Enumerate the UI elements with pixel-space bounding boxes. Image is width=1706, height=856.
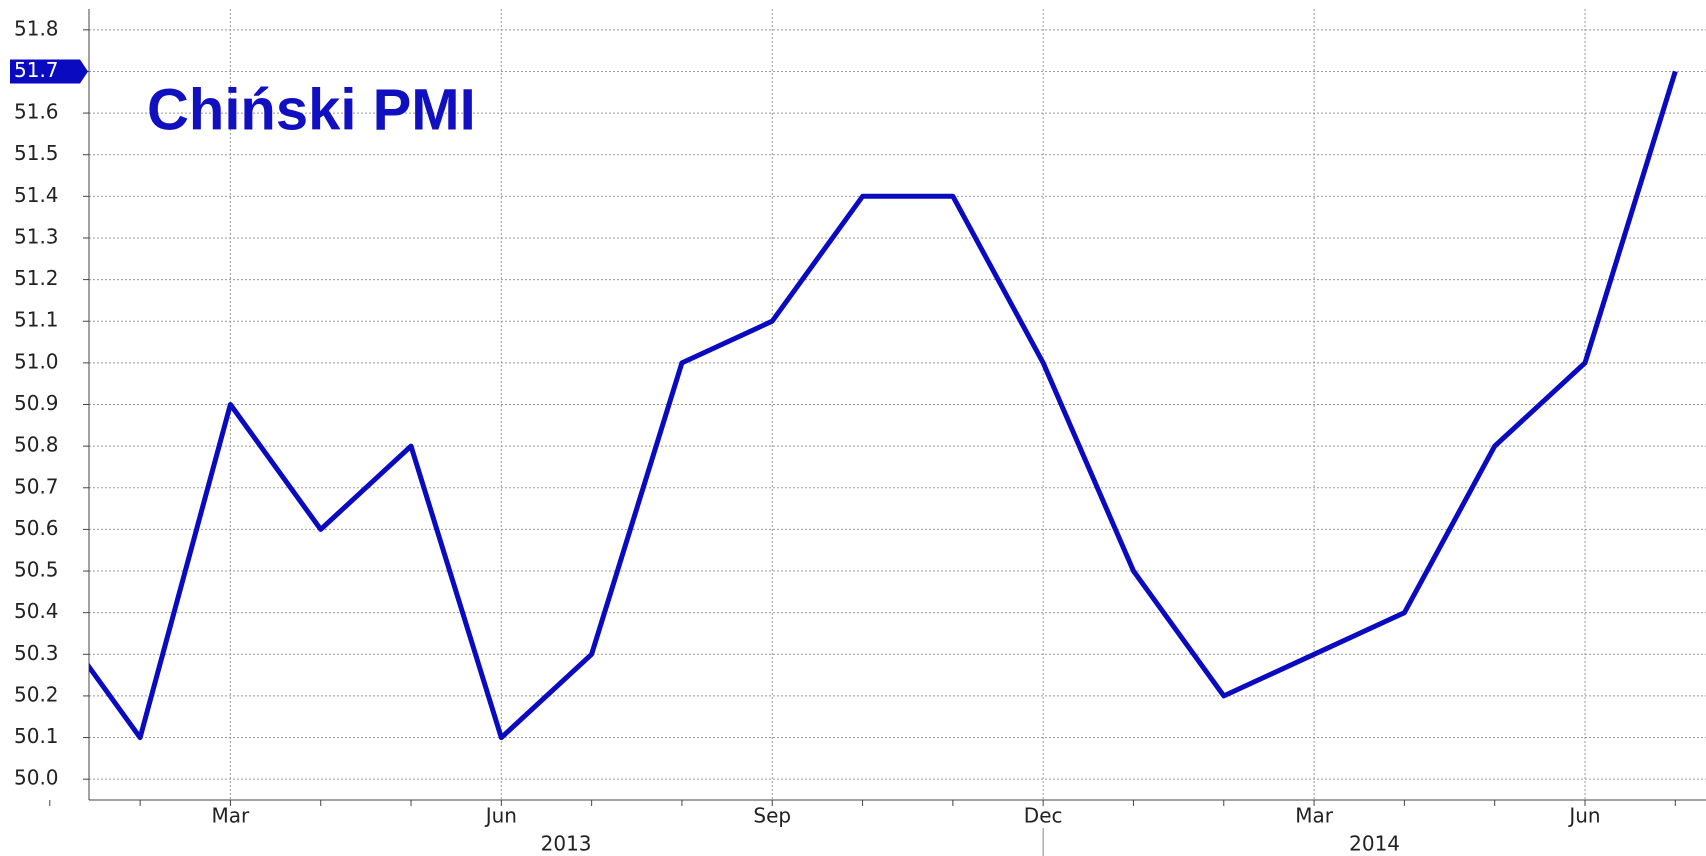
x-tick-label: Mar [212,804,251,828]
y-tick-label: 50.3 [14,641,59,665]
x-tick-label: Sep [753,804,791,828]
y-tick-label: 51.6 [14,100,59,124]
year-label: 2014 [1349,832,1400,856]
y-tick-label: 51.5 [14,141,59,165]
year-label: 2013 [541,832,592,856]
y-tick-label: 51.3 [14,224,59,248]
y-tick-label: 50.2 [14,682,59,706]
x-tick-label: Dec [1024,804,1063,828]
y-tick-label: 51.2 [14,266,59,290]
y-tick-label: 50.7 [14,474,59,498]
last-value-label: 51.7 [14,58,59,82]
x-tick-label: Mar [1295,804,1334,828]
chart-title: Chiński PMI [147,77,476,142]
y-tick-label: 50.0 [14,766,59,790]
x-tick-label: Jun [484,804,517,828]
y-tick-label: 51.8 [14,16,59,40]
y-tick-label: 51.1 [14,308,59,332]
y-tick-label: 50.1 [14,724,59,748]
y-tick-label: 51.0 [14,349,59,373]
y-tick-label: 51.4 [14,183,59,207]
series-line [89,70,1678,741]
y-tick-label: 50.9 [14,391,59,415]
y-tick-label: 50.6 [14,516,59,540]
x-tick-label: Jun [1567,804,1600,828]
y-tick-label: 50.4 [14,599,59,623]
last-value-badge [10,59,88,84]
y-tick-label: 50.5 [14,558,59,582]
y-tick-label: 50.8 [14,433,59,457]
